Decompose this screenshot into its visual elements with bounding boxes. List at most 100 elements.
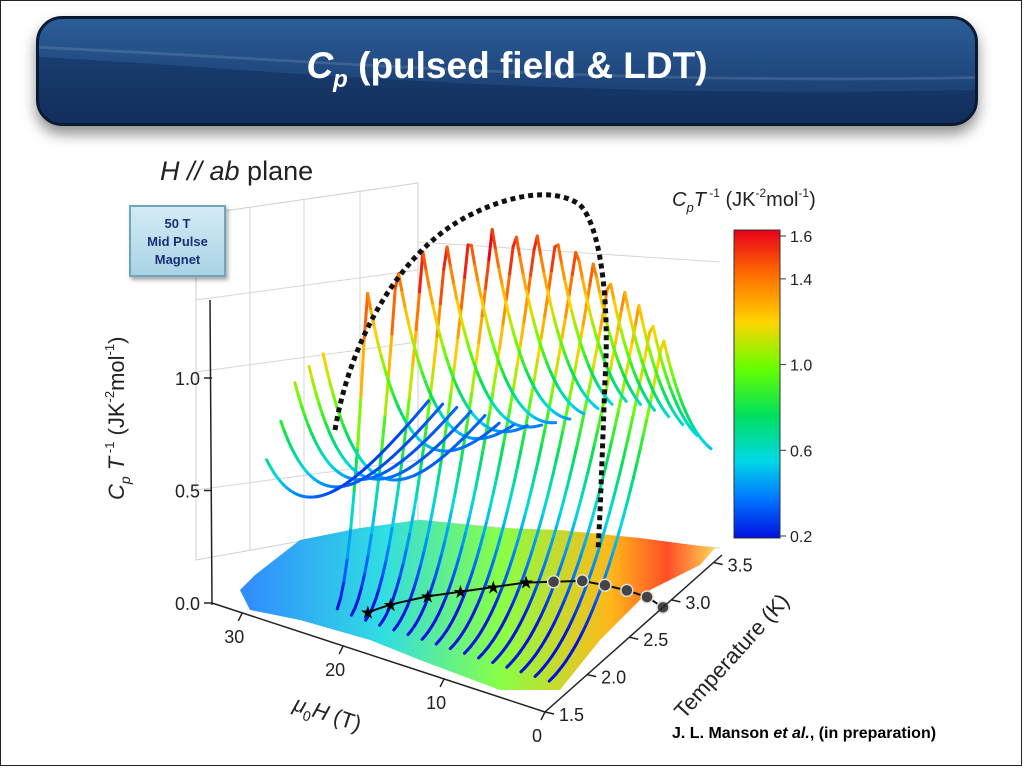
- surface-segment: [409, 586, 416, 600]
- surface-segment: [475, 545, 482, 560]
- surface-segment: [637, 303, 644, 323]
- surface-segment: [522, 297, 529, 324]
- temperature-tick-label: 1.5: [559, 705, 584, 725]
- surface-segment: [570, 250, 578, 276]
- surface-segment: [538, 566, 545, 580]
- surface-segment: [663, 410, 671, 419]
- surface-segment: [635, 398, 642, 406]
- surface-segment: [638, 365, 645, 386]
- surface-segment: [592, 345, 599, 367]
- surface-segment: [528, 304, 535, 322]
- surface-segment: [594, 589, 602, 602]
- surface-segment: [566, 295, 574, 313]
- surface-segment: [349, 489, 356, 530]
- surface-segment: [459, 275, 467, 310]
- surface-segment: [433, 564, 440, 580]
- surface-segment: [387, 524, 395, 547]
- surface-segment: [536, 335, 543, 360]
- surface-segment: [591, 321, 598, 337]
- surface-segment: [608, 550, 615, 564]
- surface-segment: [566, 533, 573, 548]
- phase-point-star: ★: [383, 595, 399, 615]
- surface-segment: [453, 473, 461, 495]
- surface-segment: [537, 513, 545, 529]
- surface-segment: [477, 450, 485, 471]
- surface-segment: [335, 596, 343, 611]
- surface-segment: [467, 500, 475, 519]
- surface-segment: [585, 380, 592, 401]
- surface-segment: [591, 262, 599, 279]
- surface-segment: [452, 283, 459, 303]
- surface-segment: [370, 507, 377, 535]
- surface-segment: [527, 486, 534, 504]
- surface-segment: [438, 332, 445, 349]
- surface-segment: [419, 549, 426, 566]
- surface-segment: [584, 293, 591, 312]
- surface-segment: [510, 327, 518, 343]
- colorbar-tick-label: 1.4: [790, 272, 812, 289]
- surface-segment: [677, 418, 685, 427]
- surface-segment: [621, 395, 628, 403]
- surface-segment: [545, 288, 553, 307]
- surface-segment: [626, 307, 634, 326]
- surface-segment: [279, 419, 286, 433]
- surface-segment: [516, 447, 523, 468]
- surface-segment: [482, 577, 489, 591]
- surface-segment: [413, 349, 421, 364]
- surface-segment: [296, 393, 304, 408]
- surface-segment: [366, 531, 374, 556]
- surface-segment: [560, 315, 568, 339]
- surface-segment: [562, 486, 569, 503]
- surface-segment: [496, 587, 504, 599]
- phase-point-ball: [620, 583, 634, 598]
- surface-segment: [376, 340, 383, 358]
- surface-segment: [484, 411, 491, 435]
- surface-segment: [692, 430, 699, 437]
- surface-segment: [307, 364, 314, 382]
- temperature-tick: [544, 711, 555, 715]
- surface-segment: [450, 491, 457, 512]
- surface-segment: [640, 359, 647, 373]
- surface-segment: [579, 484, 586, 501]
- surface-segment: [461, 530, 468, 547]
- surface-segment: [520, 513, 527, 529]
- surface-segment: [579, 410, 586, 416]
- field-tick-label: 20: [325, 660, 345, 680]
- surface-segment: [420, 371, 428, 384]
- surface-segment: [580, 586, 588, 598]
- surface-segment: [605, 560, 612, 574]
- colorbar-tick-label: 1.6: [790, 229, 812, 246]
- surface-segment: [638, 432, 646, 451]
- surface-segment: [576, 334, 584, 349]
- surface-segment: [422, 534, 430, 553]
- z-tick-label: 1.0: [175, 369, 200, 389]
- surface-segment: [498, 322, 505, 350]
- surface-segment: [539, 254, 546, 276]
- surface-segment: [583, 529, 590, 544]
- surface-segment: [353, 597, 360, 611]
- surface-segment: [366, 291, 373, 313]
- surface-segment: [628, 475, 635, 493]
- surface-segment: [580, 277, 588, 297]
- surface-segment: [654, 339, 662, 356]
- surface-segment: [622, 340, 630, 355]
- surface-segment: [331, 393, 339, 408]
- surface-segment: [573, 322, 580, 338]
- surface-segment: [650, 358, 658, 373]
- surface-segment: [665, 353, 673, 370]
- surface-segment: [651, 324, 658, 343]
- surface-segment: [300, 404, 307, 418]
- surface-segment: [412, 575, 419, 590]
- surface-segment: [454, 555, 461, 571]
- surface-segment: [510, 548, 517, 563]
- surface-segment: [543, 408, 551, 429]
- surface-segment: [553, 354, 561, 377]
- surface-segment: [627, 414, 635, 434]
- surface-segment: [572, 444, 579, 463]
- surface-segment: [388, 596, 395, 609]
- surface-segment: [410, 336, 417, 353]
- surface-segment: [522, 424, 529, 429]
- surface-segment: [596, 412, 603, 431]
- surface-segment: [542, 272, 549, 292]
